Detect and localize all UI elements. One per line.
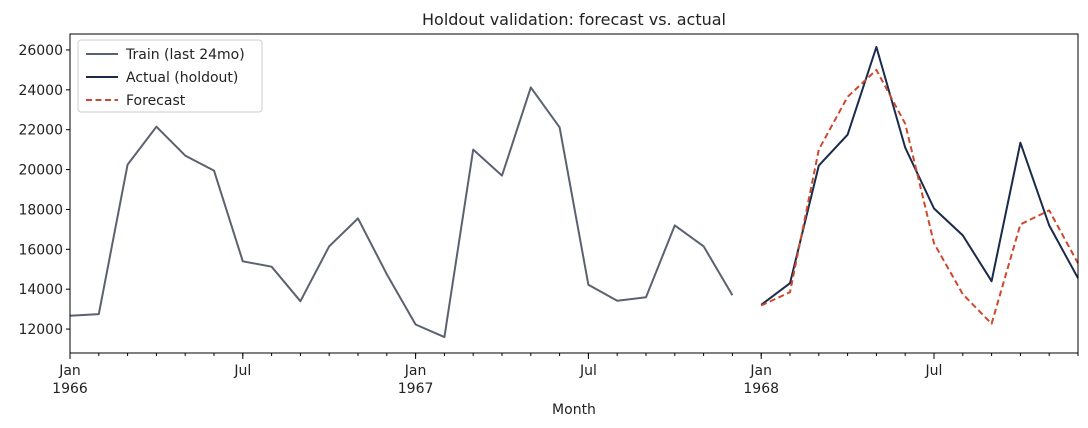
y-tick-label: 26000: [18, 43, 63, 59]
x-tick-label: Jan: [58, 363, 81, 379]
x-tick-label: Jul: [233, 363, 251, 379]
legend-label: Actual (holdout): [126, 70, 238, 86]
chart-title: Holdout validation: forecast vs. actual: [422, 10, 726, 29]
x-tick-label: Jan: [404, 363, 427, 379]
y-tick-label: 20000: [18, 163, 63, 179]
legend-label: Forecast: [126, 93, 186, 109]
x-tick-year-label: 1968: [743, 381, 779, 397]
y-tick-label: 14000: [18, 282, 63, 298]
y-tick-label: 18000: [18, 202, 63, 218]
axes: 12000 14000 16000 18000 20000 22000 24000 26000…: [18, 33, 1079, 397]
legend-label: Train (last 24mo): [125, 47, 245, 63]
y-tick-label: 24000: [18, 83, 63, 99]
x-tick-label: Jul: [925, 363, 943, 379]
x-tick-label: Jan: [749, 363, 772, 379]
series-line-0: [69, 86, 734, 339]
y-tick-label: 16000: [18, 242, 63, 258]
series-line-2: [760, 68, 1079, 325]
x-tick-year-label: 1967: [398, 381, 434, 397]
legend: Train (last 24mo) Actual (holdout) Forecas…: [77, 39, 263, 113]
legend-box: [77, 39, 263, 113]
x-tick-year-label: 1966: [52, 381, 88, 397]
y-tick-label: 22000: [18, 123, 63, 139]
y-tick-label: 12000: [18, 322, 63, 338]
plot-frame: [69, 33, 1079, 354]
series-line-1: [760, 46, 1079, 306]
x-axis-label: Month: [552, 402, 596, 418]
series-layer: [69, 46, 1079, 339]
x-tick-label: Jul: [579, 363, 597, 379]
